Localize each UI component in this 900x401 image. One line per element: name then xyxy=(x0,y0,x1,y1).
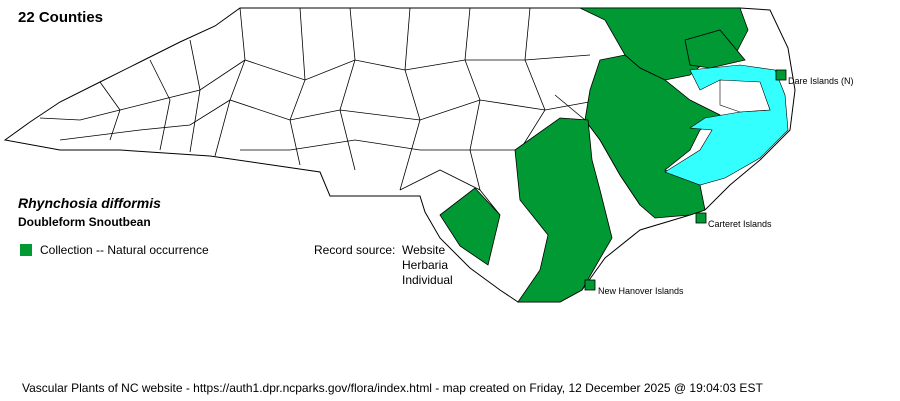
legend-label: Collection -- Natural occurrence xyxy=(40,243,209,257)
county-south-central xyxy=(514,117,613,303)
common-name: Doubleform Snoutbean xyxy=(18,215,151,229)
county-lines xyxy=(39,7,641,216)
new-hanover-islands-label: New Hanover Islands xyxy=(598,286,684,296)
record-source-label: Record source: xyxy=(314,243,396,257)
footer-credit: Vascular Plants of NC website - https://… xyxy=(22,381,763,395)
legend-item: Collection -- Natural occurrence xyxy=(20,243,209,257)
outer-banks xyxy=(719,79,771,113)
record-source-list: Website Herbaria Individual xyxy=(402,243,453,288)
dare-islands-marker xyxy=(775,69,787,81)
carteret-islands-label: Carteret Islands xyxy=(708,219,772,229)
carteret-islands-marker xyxy=(695,212,707,224)
record-source-item: Website xyxy=(402,243,446,257)
county-northeast xyxy=(579,7,749,81)
new-hanover-islands-marker xyxy=(584,279,596,291)
dare-islands-label: Dare Islands (N) xyxy=(788,76,854,86)
occurrence-counties xyxy=(439,7,749,303)
county-count-title: 22 Counties xyxy=(18,9,104,26)
county-albemarle xyxy=(684,29,746,69)
record-source-item: Herbaria xyxy=(402,258,449,272)
legend-swatch xyxy=(20,244,32,256)
county-southwest xyxy=(439,187,501,266)
scientific-name: Rhynchosia difformis xyxy=(18,195,161,211)
record-source-item: Individual xyxy=(402,273,453,287)
